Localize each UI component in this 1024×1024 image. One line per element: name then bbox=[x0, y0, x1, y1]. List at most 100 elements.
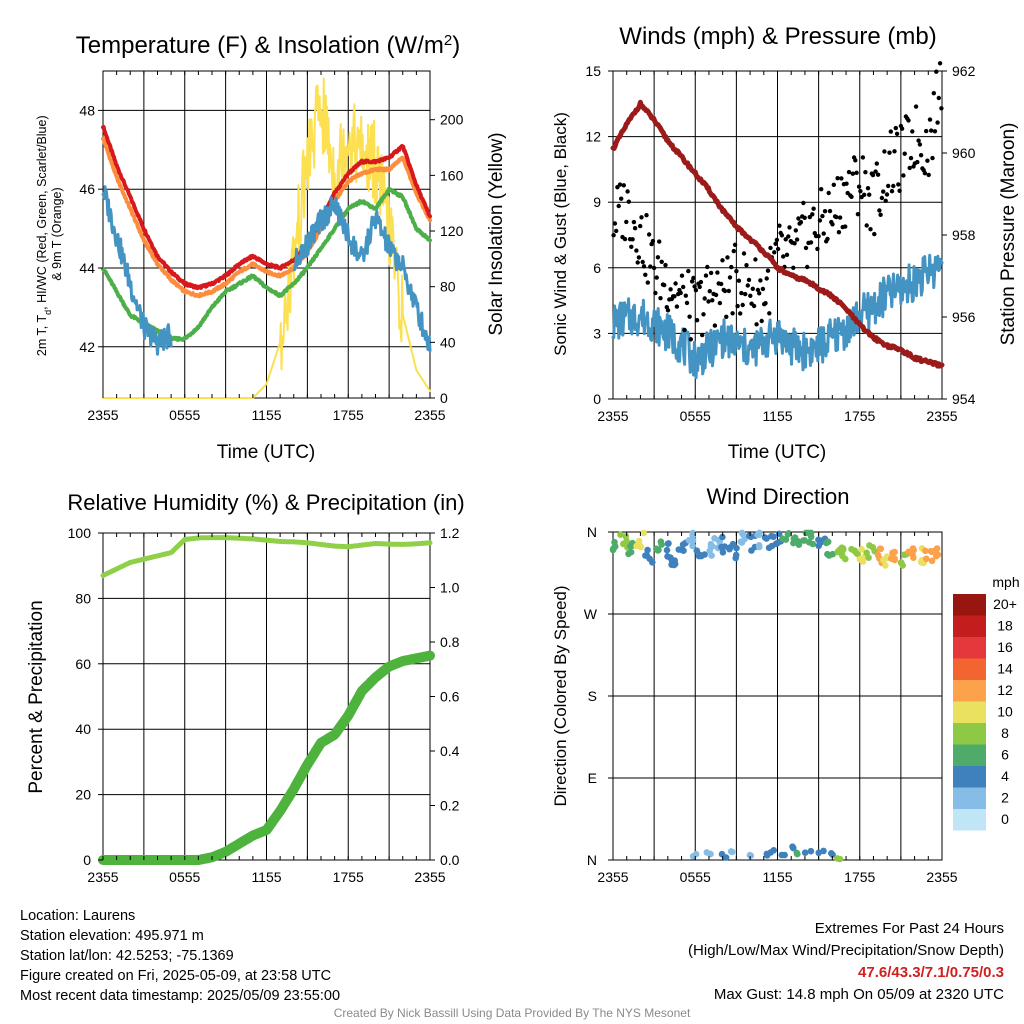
gust-point bbox=[655, 255, 661, 260]
gust-point bbox=[641, 264, 647, 269]
y-tick-label: N bbox=[587, 524, 597, 540]
winds-series bbox=[610, 61, 945, 380]
gust-point bbox=[835, 176, 840, 181]
gust-point bbox=[760, 286, 766, 292]
gust-point bbox=[831, 182, 836, 187]
y-left-tick-label: 42 bbox=[79, 339, 95, 355]
gust-point bbox=[698, 279, 704, 285]
direction-point bbox=[834, 855, 841, 862]
gust-point bbox=[773, 241, 778, 246]
direction-point bbox=[779, 535, 786, 542]
gust-point bbox=[894, 131, 900, 136]
y-right-tick-label: 960 bbox=[952, 145, 976, 161]
direction-point bbox=[670, 561, 678, 569]
y-tick-label: S bbox=[588, 688, 597, 704]
gust-point bbox=[810, 212, 815, 217]
y-right-tick-label: 0.4 bbox=[440, 743, 460, 759]
direction-point bbox=[909, 545, 917, 552]
gust-point bbox=[891, 183, 896, 189]
gust-point bbox=[625, 189, 630, 194]
temperature-ticks: 2355 0555 1155 1755 2355 42 44 46 48 0 40 80 120 160 2… bbox=[79, 71, 464, 423]
gust-point bbox=[739, 290, 744, 296]
direction-point bbox=[756, 529, 763, 537]
gust-point bbox=[636, 255, 642, 260]
wind-direction-ylabel: Direction (Colored By Speed) bbox=[551, 585, 570, 806]
gust-point bbox=[924, 128, 929, 134]
gust-point bbox=[897, 188, 902, 193]
winds-ticks: 2355 0555 1155 1755 235503691215954956958960… bbox=[585, 63, 975, 424]
direction-point bbox=[689, 542, 696, 550]
location-text: Location: Laurens bbox=[20, 908, 136, 924]
x-tick-label: 1155 bbox=[251, 869, 281, 885]
gust-point bbox=[815, 246, 820, 252]
gust-point bbox=[665, 308, 671, 313]
gust-point bbox=[646, 232, 652, 237]
gust-point bbox=[864, 223, 869, 228]
gust-point bbox=[629, 244, 634, 249]
gust-point bbox=[882, 149, 887, 154]
gust-point bbox=[624, 219, 629, 225]
legend-title: mph bbox=[992, 574, 1019, 590]
gust-point bbox=[687, 314, 692, 319]
gust-point bbox=[932, 129, 938, 134]
x-tick-label: 0555 bbox=[169, 407, 200, 423]
winds-ylabel-left: Sonic Wind & Gust (Blue, Black) bbox=[551, 112, 570, 356]
gust-point bbox=[726, 288, 731, 294]
gust-point bbox=[913, 104, 919, 109]
gust-point bbox=[694, 318, 700, 323]
direction-point bbox=[732, 554, 739, 562]
station-info: Location: Laurens Station elevation: 495… bbox=[20, 906, 340, 1006]
extremes-title: Extremes For Past 24 Hours bbox=[814, 920, 1004, 937]
gust-point bbox=[653, 290, 658, 296]
gust-point bbox=[931, 91, 936, 96]
gust-point bbox=[751, 303, 757, 309]
gust-point bbox=[650, 238, 656, 244]
gust-point bbox=[702, 296, 707, 301]
gust-point bbox=[792, 241, 797, 246]
gust-point bbox=[939, 106, 944, 111]
legend-swatch bbox=[953, 594, 986, 616]
x-tick-label: 1155 bbox=[762, 869, 792, 885]
legend-swatch bbox=[953, 723, 986, 745]
direction-point bbox=[642, 552, 649, 559]
direction-point bbox=[707, 540, 715, 548]
y-left-tick-label: 80 bbox=[75, 590, 91, 606]
gust-point bbox=[741, 251, 747, 256]
gust-point bbox=[764, 276, 769, 281]
gust-point bbox=[722, 288, 728, 294]
gust-point bbox=[740, 302, 745, 308]
y-right-tick-label: 0.8 bbox=[440, 634, 460, 650]
humidity-ylabel-left: Percent & Precipitation bbox=[26, 600, 47, 793]
gust-point bbox=[705, 264, 710, 270]
legend-label: 8 bbox=[1001, 725, 1009, 741]
legend-swatch bbox=[953, 787, 986, 809]
gust-point bbox=[727, 275, 733, 280]
gust-point bbox=[703, 273, 709, 278]
direction-point bbox=[653, 545, 660, 553]
gust-point bbox=[681, 284, 686, 290]
direction-point bbox=[899, 562, 906, 569]
gust-point bbox=[862, 192, 867, 197]
y-right-tick-label: 160 bbox=[440, 167, 464, 183]
gust-point bbox=[779, 233, 785, 238]
gust-point bbox=[713, 292, 719, 298]
legend-label: 4 bbox=[1001, 768, 1009, 784]
y-left-tick-label: 3 bbox=[593, 325, 601, 341]
x-tick-label: 0555 bbox=[169, 869, 200, 885]
x-tick-label: 2355 bbox=[87, 407, 118, 423]
y-right-tick-label: 958 bbox=[952, 227, 976, 243]
x-tick-label: 1755 bbox=[844, 408, 875, 424]
x-tick-label: 0555 bbox=[680, 408, 711, 424]
gust-point bbox=[803, 245, 809, 251]
direction-point bbox=[737, 538, 745, 546]
direction-point bbox=[738, 529, 746, 537]
gust-point bbox=[908, 155, 914, 161]
series-line-sonic-wind bbox=[611, 253, 944, 380]
gust-point bbox=[875, 172, 881, 177]
y-right-tick-label: 962 bbox=[952, 63, 976, 79]
wind-direction-grid bbox=[613, 532, 942, 860]
y-tick-label: W bbox=[584, 606, 598, 622]
gust-point bbox=[659, 259, 664, 264]
gust-point bbox=[689, 279, 695, 284]
